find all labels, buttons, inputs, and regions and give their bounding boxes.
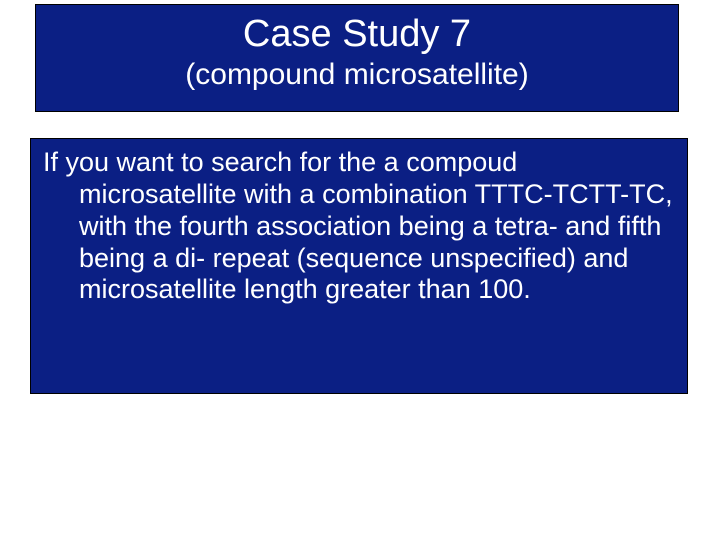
body-text: If you want to search for the a compoud … [31, 139, 687, 316]
slide: Case Study 7 (compound microsatellite) I… [0, 0, 720, 540]
title-panel: Case Study 7 (compound microsatellite) [35, 4, 679, 112]
slide-subtitle: (compound microsatellite) [36, 58, 678, 92]
slide-title: Case Study 7 [36, 13, 678, 56]
body-panel: If you want to search for the a compoud … [30, 138, 688, 394]
